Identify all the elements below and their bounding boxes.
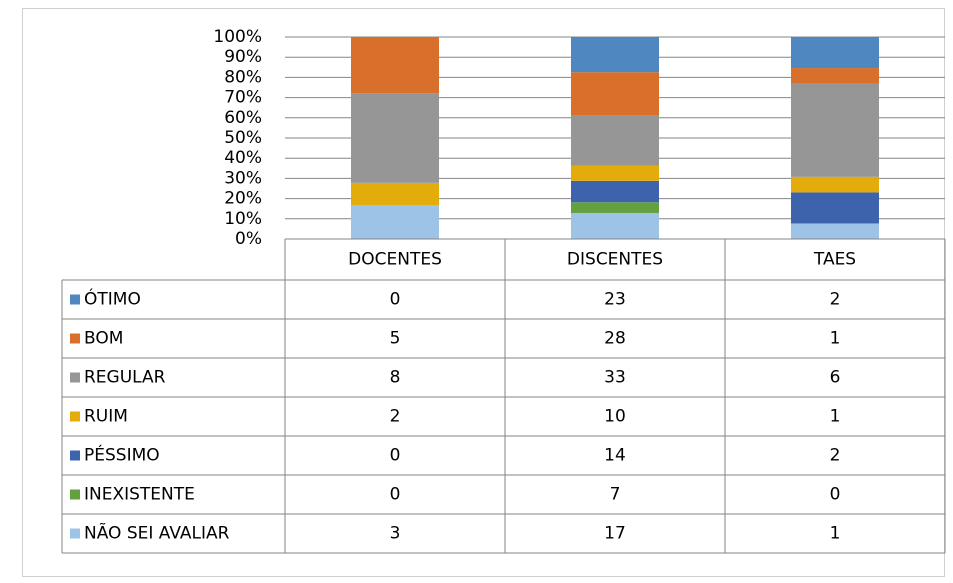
legend-swatch — [70, 450, 80, 461]
legend-label: PÉSSIMO — [84, 444, 160, 466]
table-value: 3 — [390, 524, 401, 544]
table-value: 23 — [604, 290, 626, 310]
bar-segment — [351, 182, 439, 206]
bar-segment — [571, 37, 659, 73]
legend-swatch — [70, 411, 80, 422]
legend-swatch — [70, 294, 80, 305]
table-value: 10 — [604, 407, 626, 427]
table-value: 7 — [610, 485, 621, 505]
bar-segment — [351, 37, 439, 94]
y-tick-label: 60% — [224, 108, 262, 128]
legend-label: ÓTIMO — [84, 288, 141, 310]
x-tick-label: DISCENTES — [567, 250, 663, 270]
bar-segment — [351, 93, 439, 183]
x-tick-label: DOCENTES — [348, 250, 442, 270]
bar-segment — [791, 83, 879, 177]
y-tick-label: 70% — [224, 88, 262, 108]
table-value: 0 — [390, 485, 401, 505]
table-value: 0 — [830, 485, 841, 505]
table-value: 5 — [390, 329, 401, 349]
bar-segment — [571, 202, 659, 213]
bar-segment — [791, 68, 879, 84]
y-tick-label: 50% — [224, 128, 262, 148]
bar-segment — [791, 223, 879, 239]
legend-label: REGULAR — [84, 368, 166, 388]
table-value: 14 — [604, 446, 626, 466]
table-value: 2 — [830, 446, 841, 466]
y-tick-label: 80% — [224, 67, 262, 87]
bar-segment — [571, 180, 659, 203]
y-tick-label: 0% — [235, 229, 262, 249]
y-tick-label: 20% — [224, 189, 262, 209]
legend-swatch — [70, 489, 80, 500]
table-value: 1 — [830, 524, 841, 544]
bar-segment — [571, 115, 659, 166]
bar-segment — [791, 176, 879, 193]
table-value: 33 — [604, 368, 626, 388]
table-value: 6 — [830, 368, 841, 388]
table-value: 1 — [830, 407, 841, 427]
table-value: 28 — [604, 329, 626, 349]
table-value: 0 — [390, 446, 401, 466]
table-value: 2 — [830, 290, 841, 310]
bar-segment — [351, 205, 439, 239]
y-tick-label: 100% — [213, 27, 262, 47]
y-tick-label: 90% — [224, 47, 262, 67]
legend-label: RUIM — [84, 407, 128, 427]
bar-segment — [571, 212, 659, 239]
legend-label: INEXISTENTE — [84, 485, 195, 505]
legend-label: NÃO SEI AVALIAR — [84, 522, 230, 544]
legend-label: BOM — [84, 329, 123, 349]
bar-segment — [791, 37, 879, 69]
table-value: 8 — [390, 368, 401, 388]
table-value: 17 — [604, 524, 626, 544]
y-tick-label: 10% — [224, 209, 262, 229]
bar-segment — [571, 165, 659, 181]
table-value: 2 — [390, 407, 401, 427]
legend-swatch — [70, 372, 80, 383]
table-value: 1 — [830, 329, 841, 349]
bar-segment — [791, 192, 879, 224]
legend-swatch — [70, 333, 80, 344]
bar-segment — [571, 72, 659, 116]
table-value: 0 — [390, 290, 401, 310]
y-tick-label: 30% — [224, 168, 262, 188]
x-tick-label: TAES — [813, 250, 856, 270]
y-tick-label: 40% — [224, 148, 262, 168]
legend-swatch — [70, 528, 80, 539]
